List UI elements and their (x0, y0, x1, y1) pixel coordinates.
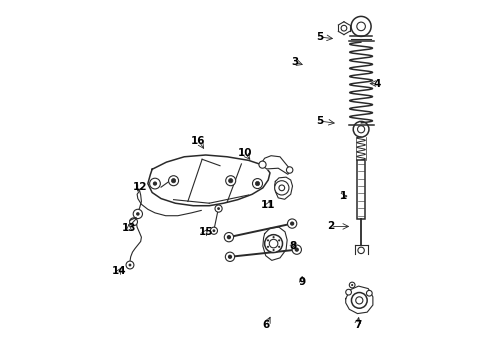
Text: 1: 1 (340, 191, 347, 201)
Polygon shape (275, 177, 293, 199)
Circle shape (265, 235, 283, 252)
Circle shape (367, 291, 372, 296)
Circle shape (213, 229, 215, 232)
Circle shape (272, 249, 275, 251)
Text: 7: 7 (354, 320, 361, 330)
Circle shape (228, 255, 232, 259)
Circle shape (349, 282, 355, 288)
Circle shape (272, 236, 275, 238)
Circle shape (259, 161, 266, 168)
Circle shape (278, 246, 280, 248)
Polygon shape (346, 286, 373, 314)
Circle shape (130, 218, 138, 226)
Circle shape (292, 245, 301, 254)
Circle shape (126, 261, 134, 269)
Circle shape (294, 248, 299, 252)
Circle shape (351, 293, 367, 308)
Circle shape (346, 289, 351, 295)
Polygon shape (260, 156, 292, 174)
Text: 3: 3 (292, 57, 298, 67)
Text: 15: 15 (198, 227, 213, 237)
Text: 13: 13 (122, 223, 136, 233)
Circle shape (225, 252, 235, 261)
Text: 10: 10 (238, 148, 252, 158)
Circle shape (217, 207, 220, 210)
Circle shape (210, 227, 218, 234)
Circle shape (252, 179, 263, 189)
Circle shape (224, 233, 234, 242)
Circle shape (255, 181, 260, 186)
Text: 5: 5 (317, 32, 323, 42)
Text: 5: 5 (317, 116, 323, 126)
Text: 4: 4 (373, 78, 381, 89)
Circle shape (226, 176, 236, 186)
Circle shape (287, 167, 293, 173)
Polygon shape (148, 155, 270, 206)
Text: 12: 12 (132, 182, 147, 192)
Text: 14: 14 (112, 266, 126, 276)
Circle shape (215, 205, 222, 212)
Circle shape (228, 179, 233, 183)
Circle shape (149, 178, 160, 189)
Circle shape (227, 235, 231, 239)
Bar (357, 160, 365, 219)
Polygon shape (263, 227, 287, 260)
Circle shape (267, 246, 269, 248)
Circle shape (278, 239, 280, 242)
Circle shape (290, 221, 294, 226)
Circle shape (275, 181, 289, 195)
Text: 8: 8 (290, 241, 297, 251)
Circle shape (351, 284, 353, 286)
Circle shape (136, 212, 140, 216)
Text: 9: 9 (298, 277, 306, 287)
Circle shape (172, 179, 176, 183)
Text: 11: 11 (261, 200, 275, 210)
Circle shape (288, 219, 297, 228)
Circle shape (153, 181, 157, 186)
Text: 6: 6 (263, 320, 270, 330)
Circle shape (133, 209, 143, 219)
Circle shape (169, 176, 178, 186)
Circle shape (267, 239, 269, 242)
Text: 2: 2 (327, 221, 334, 231)
Text: 16: 16 (191, 136, 206, 146)
Circle shape (128, 264, 131, 266)
